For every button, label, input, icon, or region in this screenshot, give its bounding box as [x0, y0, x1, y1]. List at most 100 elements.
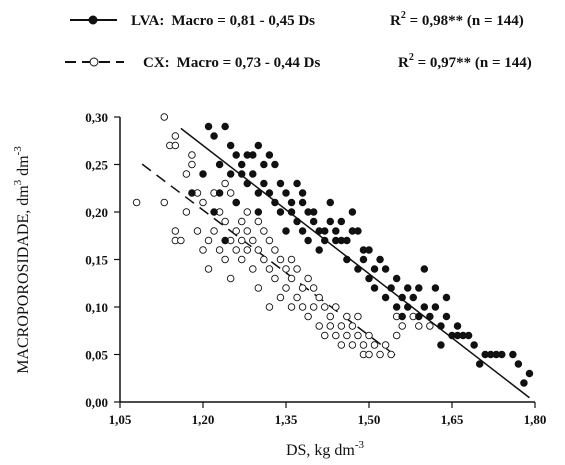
y-axis-title-mid: dm — [15, 155, 32, 180]
data-point-lva — [320, 236, 329, 245]
data-point-cx — [320, 331, 329, 340]
data-point-cx — [254, 217, 263, 226]
data-point-lva — [243, 179, 252, 188]
data-point-cx — [237, 217, 246, 226]
data-point-lva — [315, 246, 323, 254]
legend-lva-text: LVA: Macro = 0,81 - 0,45 Ds R2 = 0,98** (n… — [131, 10, 524, 29]
legend-lva-r2-value: = 0,98** (n = 144) — [406, 13, 524, 29]
data-point-cx — [282, 265, 290, 273]
data-point-lva — [398, 293, 406, 302]
data-point-cx — [387, 350, 395, 359]
data-point-lva — [265, 189, 274, 197]
y-axis-title-text: MACROPOROSIDADE, dm — [15, 185, 32, 374]
data-point-cx — [237, 236, 246, 245]
data-point-cx — [293, 265, 301, 273]
data-point-cx — [215, 246, 224, 254]
data-point-cx — [343, 312, 351, 321]
data-point-cx — [243, 208, 252, 216]
data-point-cx — [226, 189, 235, 197]
legend-cx-equation: Macro = 0,73 - 0,44 Ds — [177, 55, 321, 71]
legend-entry-cx: CX: Macro = 0,73 - 0,44 Ds R2 = 0,97** (n … — [65, 52, 532, 71]
data-point-cx — [370, 341, 379, 349]
y-tick-label: 0,05 — [85, 348, 108, 363]
data-point-cx — [354, 331, 362, 340]
data-point-lva — [431, 284, 440, 292]
data-point-lva — [309, 208, 318, 216]
data-point-cx — [298, 303, 307, 311]
x-tick-label: 1,50 — [358, 412, 381, 427]
data-point-cx — [226, 274, 235, 283]
data-point-cx — [265, 303, 274, 311]
data-point-cx — [232, 246, 240, 254]
data-point-cx — [337, 322, 346, 330]
data-point-cx — [337, 341, 346, 349]
data-point-lva — [249, 170, 257, 178]
data-point-cx — [171, 227, 180, 235]
legend-cx-r2-sup: 2 — [409, 52, 414, 63]
data-point-lva — [276, 179, 285, 188]
data-point-lva — [365, 274, 373, 283]
data-point-lva — [381, 293, 390, 302]
data-point-lva — [354, 227, 362, 235]
y-tick-label: 0,20 — [85, 205, 108, 220]
data-point-cx — [182, 170, 191, 178]
data-point-cx — [232, 227, 240, 235]
y-axis-title: MACROPOROSIDADE, dm3 dm-3 — [12, 146, 32, 374]
data-point-lva — [343, 255, 351, 264]
data-point-cx — [326, 312, 335, 321]
data-point-lva — [464, 331, 473, 340]
data-point-cx — [320, 303, 329, 311]
data-point-lva — [276, 208, 285, 216]
data-point-cx — [260, 255, 268, 264]
data-point-lva — [420, 265, 429, 273]
data-point-lva — [298, 198, 307, 207]
data-point-lva — [254, 189, 263, 197]
data-point-lva — [392, 303, 401, 311]
data-point-lva — [437, 322, 445, 330]
data-point-cx — [243, 246, 252, 254]
series-lva-points — [188, 122, 534, 387]
legend-lva-r2-sup: 2 — [401, 10, 406, 21]
data-point-cx — [254, 284, 263, 292]
data-point-lva — [237, 170, 246, 178]
x-tick-label: 1,35 — [275, 412, 298, 427]
data-point-lva — [359, 255, 368, 264]
data-point-lva — [271, 198, 279, 207]
data-point-lva — [287, 208, 296, 216]
data-point-cx — [315, 293, 323, 302]
data-point-cx — [348, 341, 357, 349]
data-point-cx — [332, 331, 340, 340]
data-point-cx — [271, 274, 279, 283]
data-point-lva — [415, 284, 423, 292]
data-point-lva — [221, 122, 229, 131]
data-point-lva — [442, 312, 451, 321]
data-point-lva — [354, 265, 362, 273]
x-tick-label: 1,80 — [524, 412, 547, 427]
data-point-lva — [221, 236, 229, 245]
data-point-lva — [210, 132, 218, 140]
data-point-cx — [193, 227, 202, 235]
data-point-lva — [381, 265, 390, 273]
data-point-cx — [276, 293, 285, 302]
y-tick-label: 0,00 — [85, 395, 108, 410]
data-point-lva — [232, 151, 240, 159]
data-point-lva — [254, 208, 263, 216]
legend-cx-text: CX: Macro = 0,73 - 0,44 Ds R2 = 0,97** (n … — [143, 52, 532, 71]
data-point-cx — [199, 246, 207, 254]
data-point-cx — [249, 236, 257, 245]
data-point-cx — [221, 255, 229, 264]
data-point-cx — [265, 236, 274, 245]
data-point-cx — [260, 227, 268, 235]
y-tick-label: 0,10 — [85, 300, 108, 315]
data-point-lva — [475, 360, 484, 368]
data-point-lva — [204, 122, 213, 131]
fit-line-lva — [180, 127, 530, 399]
data-point-cx — [221, 217, 229, 226]
data-point-cx — [287, 303, 296, 311]
data-point-cx — [309, 303, 318, 311]
data-point-cx — [132, 198, 141, 207]
data-point-lva — [403, 303, 412, 311]
data-point-lva — [470, 341, 478, 349]
data-point-cx — [249, 265, 257, 273]
data-point-cx — [287, 274, 296, 283]
